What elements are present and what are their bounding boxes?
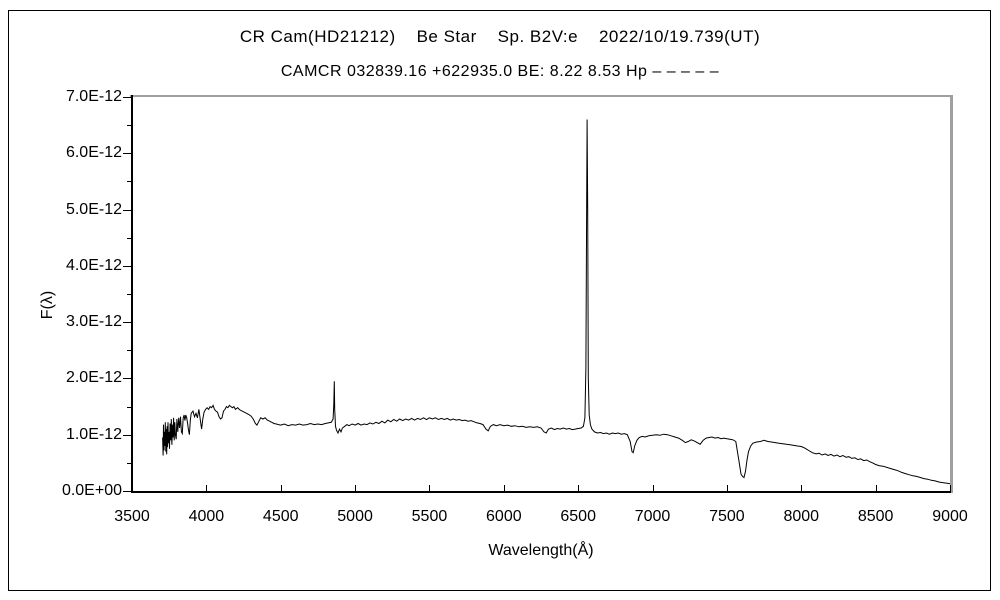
- y-axis-title: F(λ): [39, 290, 56, 320]
- x-axis-tick: [801, 485, 803, 491]
- x-tick-label: 6000: [486, 508, 522, 525]
- x-axis-title: Wavelength(Å): [488, 542, 594, 559]
- spectrum-line: [162, 119, 951, 485]
- x-axis-tick: [726, 485, 728, 491]
- y-tick-label: 7.0E-12: [65, 88, 122, 105]
- x-tick-label: 7000: [634, 508, 671, 525]
- chart-subtitle: CAMCR 032839.16 +622935.0 BE: 8.22 8.53 …: [280, 63, 720, 80]
- y-axis-major-tick: [123, 491, 131, 492]
- x-axis-tick: [652, 485, 654, 491]
- y-axis-minor-tick: [127, 350, 131, 352]
- figure-border: [8, 10, 991, 591]
- x-tick-label: 4500: [262, 508, 299, 525]
- y-tick-label: 5.0E-12: [65, 200, 122, 218]
- y-axis-major-tick: [123, 209, 131, 211]
- y-axis-minor-tick: [127, 294, 131, 295]
- plot-frame-top: [130, 95, 953, 97]
- x-axis-tick: [355, 485, 357, 491]
- x-axis-line: [131, 491, 951, 493]
- x-tick-label: 8500: [857, 508, 894, 525]
- chart-title: CR Cam(HD21212) Be Star Sp. B2V:e 2022/1…: [239, 27, 761, 46]
- x-tick-label: 8000: [783, 508, 820, 525]
- x-tick-label: 7500: [709, 508, 745, 525]
- y-tick-label: 6.0E-12: [65, 144, 122, 162]
- x-axis-tick: [578, 485, 580, 491]
- y-axis-minor-tick: [127, 237, 131, 239]
- x-tick-label: 5500: [411, 508, 448, 525]
- x-tick-label: 5000: [337, 508, 373, 525]
- y-axis-major-tick: [123, 265, 131, 267]
- y-tick-label: 0.0E+00: [61, 482, 122, 499]
- y-axis-major-tick: [123, 378, 131, 380]
- y-axis-major-tick: [123, 434, 131, 436]
- x-axis-tick: [429, 485, 431, 491]
- y-tick-label: 4.0E-12: [65, 256, 122, 274]
- y-axis-major-tick: [123, 322, 131, 324]
- x-axis-tick: [950, 485, 951, 491]
- x-tick-label: 3500: [114, 508, 150, 525]
- x-tick-label: 9000: [932, 508, 968, 525]
- x-axis-tick: [132, 485, 133, 491]
- x-tick-label: 4000: [188, 508, 225, 525]
- y-axis-major-tick: [123, 153, 131, 155]
- y-axis-minor-tick: [127, 462, 131, 464]
- y-tick-label: 3.0E-12: [65, 313, 122, 331]
- y-axis-minor-tick: [127, 181, 131, 183]
- x-axis-tick: [503, 485, 505, 491]
- y-axis-minor-tick: [127, 125, 131, 127]
- x-axis-tick: [280, 485, 282, 491]
- plot-area: [162, 119, 951, 485]
- y-axis-major-tick: [123, 97, 131, 98]
- x-tick-label: 6500: [560, 508, 596, 525]
- y-tick-label: 2.0E-12: [65, 369, 122, 387]
- y-axis-line: [131, 95, 133, 492]
- plot-frame-right: [950, 95, 953, 493]
- y-axis-minor-tick: [127, 406, 131, 408]
- x-axis-tick: [875, 485, 877, 491]
- y-tick-label: 1.0E-12: [65, 425, 122, 443]
- x-axis-tick: [206, 485, 208, 491]
